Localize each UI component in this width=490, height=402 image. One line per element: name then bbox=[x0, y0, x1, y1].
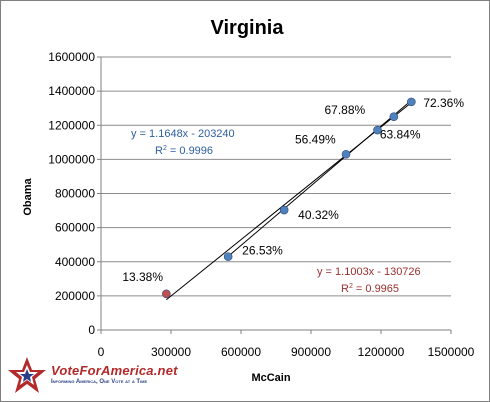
x-tick-label: 600000 bbox=[221, 345, 261, 359]
point-labels: 13.38% 26.53% 40.32% 56.49% 67.88% 63.84% 72.3… bbox=[122, 96, 464, 284]
y-tick-label: 800000 bbox=[55, 187, 95, 201]
axes bbox=[97, 56, 452, 334]
x-tick-label: 0 bbox=[98, 345, 105, 359]
point-label: 40.32% bbox=[298, 208, 339, 222]
point-label: 72.36% bbox=[423, 96, 464, 110]
y-tick-label: 1200000 bbox=[48, 118, 95, 132]
data-point bbox=[279, 205, 289, 215]
y-tick-label: 600000 bbox=[55, 221, 95, 235]
trendline-equation-blue-text: y = 1.1648x - 203240 bbox=[131, 128, 235, 140]
chart-title: Virginia bbox=[211, 17, 285, 39]
data-point bbox=[223, 252, 233, 261]
logo-wordmark: VoteForAmerica.net bbox=[51, 363, 178, 378]
star-icon bbox=[8, 357, 46, 393]
trendline-equation-blue: y = 1.1648x - 203240 R2 = 0.9996 bbox=[131, 128, 235, 157]
data-point bbox=[389, 112, 399, 122]
gridlines bbox=[101, 56, 451, 297]
point-label: 63.84% bbox=[380, 128, 421, 142]
y-tick-label: 1600000 bbox=[48, 50, 95, 64]
y-tick-label: 400000 bbox=[55, 255, 95, 269]
y-tick-label: 1400000 bbox=[48, 84, 95, 98]
data-point bbox=[373, 125, 382, 135]
trendline-equation-red-text: y = 1.1003x - 130726 bbox=[317, 266, 421, 278]
y-tick-label: 0 bbox=[88, 323, 95, 337]
x-axis-title: McCain bbox=[251, 372, 290, 384]
data-point bbox=[162, 289, 171, 299]
trendline-0 bbox=[227, 99, 412, 257]
y-tick-label: 200000 bbox=[55, 289, 95, 303]
trendlines bbox=[166, 99, 412, 301]
trendline-1 bbox=[166, 102, 412, 301]
logo-tagline: Informing America, One Vote at a Time bbox=[51, 379, 148, 385]
x-tick-label: 1500000 bbox=[428, 345, 475, 359]
x-tick-label: 300000 bbox=[151, 345, 191, 359]
point-label: 26.53% bbox=[242, 244, 283, 258]
site-logo: VoteForAmerica.net Informing America, On… bbox=[7, 353, 177, 397]
point-label: 56.49% bbox=[295, 132, 336, 146]
trendline-r2-red: R2 = 0.9965 bbox=[341, 283, 399, 295]
trendline-equation-red: y = 1.1003x - 130726 R2 = 0.9965 bbox=[317, 266, 421, 295]
data-points bbox=[162, 97, 416, 299]
x-tick-label: 1200000 bbox=[358, 345, 405, 359]
data-point bbox=[341, 149, 351, 159]
point-label: 13.38% bbox=[122, 270, 163, 284]
data-point bbox=[407, 97, 416, 107]
y-axis-title: Obama bbox=[22, 177, 34, 215]
trendline-r2-blue: R2 = 0.9996 bbox=[155, 145, 213, 157]
point-label: 67.88% bbox=[325, 103, 366, 117]
tick-labels: 0 200000 400000 600000 800000 1000000 1200000 1… bbox=[48, 50, 474, 359]
x-tick-label: 900000 bbox=[291, 345, 331, 359]
y-tick-label: 1000000 bbox=[48, 152, 95, 166]
